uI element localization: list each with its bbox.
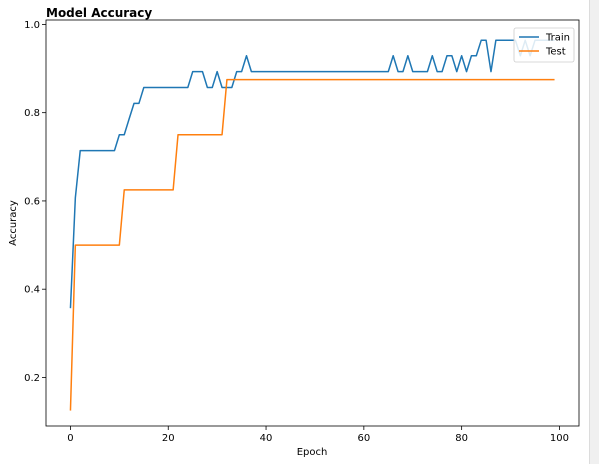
y-axis-label: Accuracy [8, 200, 19, 246]
series-line-test [69, 78, 555, 411]
y-tick-label: 0.8 [24, 108, 40, 119]
y-tick-label: 0.2 [24, 373, 40, 384]
legend-label-train: Train [545, 33, 570, 44]
x-tick-label: 100 [550, 433, 569, 444]
x-tick-label: 20 [162, 433, 175, 444]
window-edge [589, 0, 599, 464]
legend: Train Test [513, 27, 575, 63]
series-line-train [69, 39, 555, 309]
x-tick-label: 40 [260, 433, 273, 444]
series-layer [69, 39, 555, 411]
y-tick-label: 0.4 [24, 285, 40, 296]
x-axis-label: Epoch [297, 447, 328, 458]
chart-title: Model Accuracy [46, 6, 152, 20]
x-tick-label: 80 [455, 433, 468, 444]
x-tick-label: 60 [357, 433, 370, 444]
x-axis: 0 20 40 60 80 100 [67, 426, 569, 444]
legend-label-test: Test [545, 47, 566, 58]
y-tick-label: 1.0 [24, 20, 40, 31]
x-tick-label: 0 [67, 433, 73, 444]
plot-area [45, 19, 580, 427]
y-axis: 0.2 0.4 0.6 0.8 1.0 [24, 20, 46, 384]
y-tick-label: 0.6 [24, 196, 40, 207]
